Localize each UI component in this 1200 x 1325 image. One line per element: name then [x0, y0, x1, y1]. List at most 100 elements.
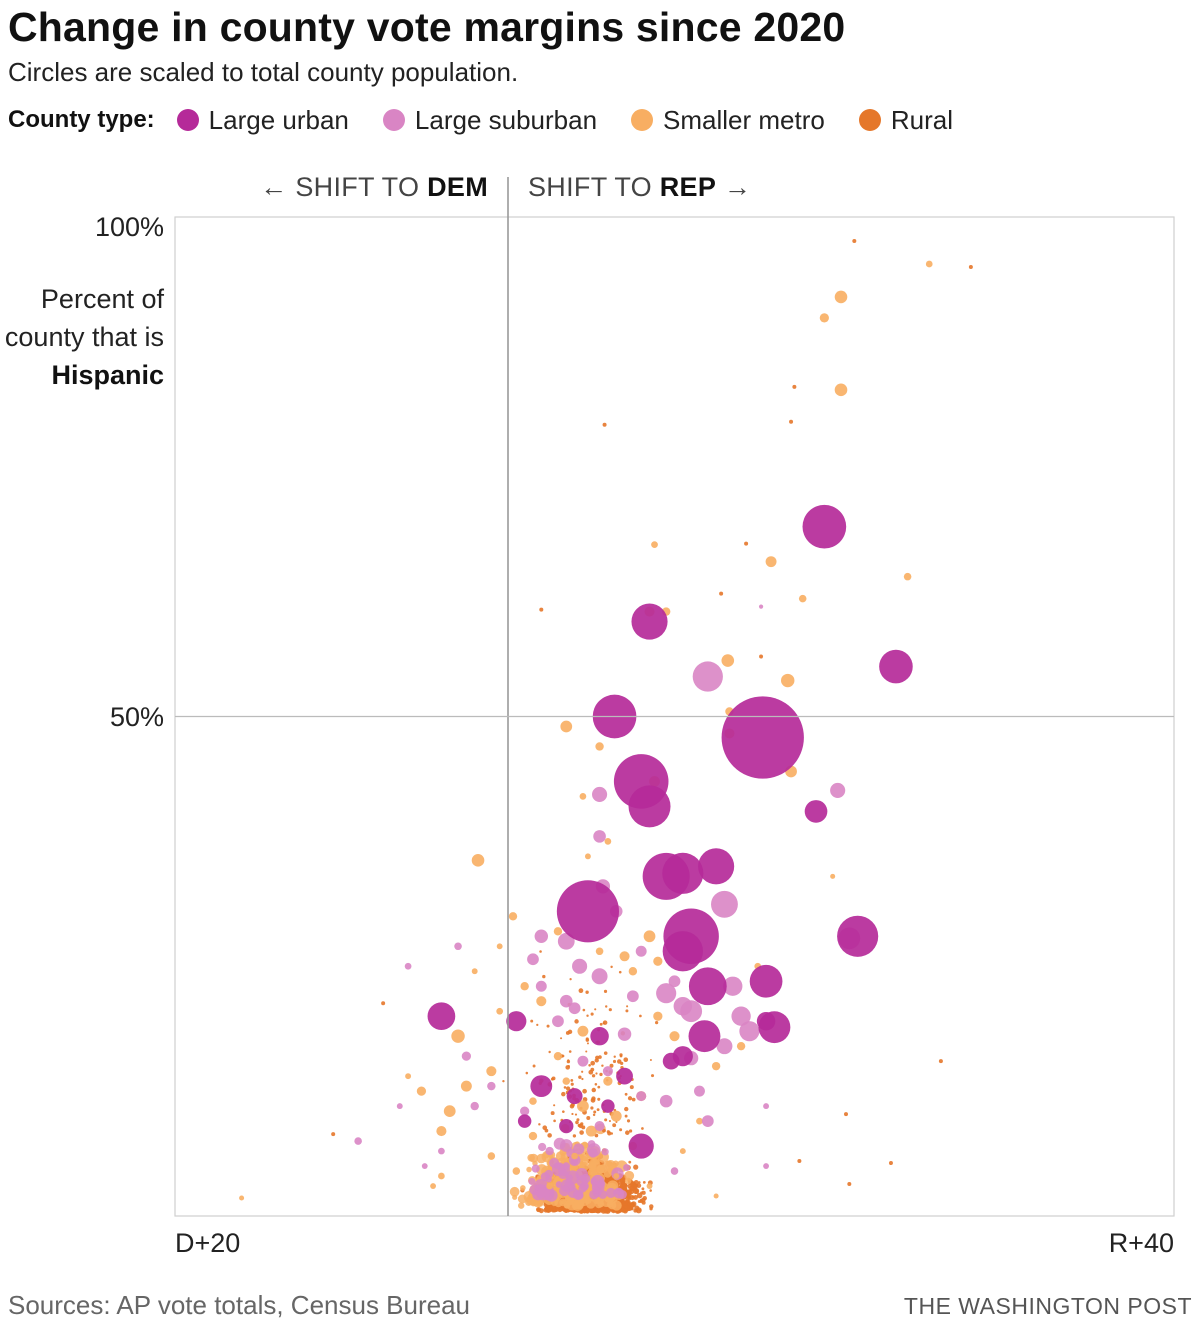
shift-rep-arrow: → — [716, 172, 752, 202]
county-point-small — [637, 1200, 641, 1203]
county-point — [529, 1097, 537, 1105]
county-point-small — [620, 1178, 626, 1185]
county-point-small — [574, 1113, 578, 1116]
county-point — [763, 1103, 770, 1110]
county-point-small — [574, 1019, 579, 1024]
county-point — [451, 1029, 465, 1043]
y-tick-label-50: 50% — [109, 702, 164, 732]
shift-to-dem-annotation: ← SHIFT TO DEM — [260, 172, 488, 203]
county-point — [595, 947, 604, 956]
county-point-small — [502, 1079, 505, 1083]
county-point-small — [588, 1148, 598, 1158]
county-point — [594, 1121, 605, 1132]
county-point-small — [655, 1020, 659, 1025]
county-point-small — [565, 1086, 571, 1091]
county-point — [496, 1007, 504, 1015]
shift-to-rep-annotation: SHIFT TO REP → — [528, 172, 751, 203]
county-point — [723, 976, 743, 996]
county-point — [636, 1091, 647, 1102]
county-point — [559, 1118, 574, 1134]
county-point-small — [587, 1161, 597, 1171]
county-point-small — [649, 1058, 652, 1061]
county-point — [396, 1103, 403, 1110]
legend-item-label: Smaller metro — [663, 104, 825, 135]
county-point — [527, 953, 539, 966]
county-point-small — [628, 1202, 635, 1209]
county-point-small — [610, 1132, 614, 1135]
county-point — [404, 962, 412, 970]
county-point — [460, 1080, 472, 1092]
county-point — [560, 720, 573, 733]
county-point — [619, 951, 630, 962]
county-point-small — [571, 1112, 574, 1116]
county-point — [421, 1163, 428, 1169]
county-point-small — [597, 1085, 601, 1089]
county-point-small — [626, 1005, 629, 1008]
county-point-small — [604, 1005, 608, 1008]
county-point-small — [585, 1050, 588, 1053]
county-point-small — [585, 990, 589, 994]
county-point-small — [569, 978, 572, 981]
county-point — [604, 838, 612, 845]
county-point-small — [538, 1123, 541, 1126]
county-point — [765, 556, 777, 568]
county-point — [631, 603, 668, 640]
county-point — [749, 964, 783, 998]
county-point-small — [575, 1120, 579, 1125]
county-point — [592, 786, 608, 802]
county-point — [470, 1101, 479, 1111]
county-point-small — [582, 1088, 587, 1094]
county-point-small — [590, 1012, 594, 1016]
county-point — [617, 1027, 632, 1041]
county-point-small — [638, 1208, 642, 1212]
county-point-small — [581, 1070, 584, 1073]
small-county-cloud — [502, 950, 659, 1214]
legend-swatch-large-urban — [176, 109, 199, 131]
county-point-small — [649, 1207, 653, 1211]
county-point-small — [608, 1008, 612, 1012]
county-point — [696, 1117, 703, 1125]
county-point-small — [633, 1208, 638, 1213]
county-point — [694, 1085, 705, 1097]
county-point-small — [597, 1097, 601, 1101]
county-point — [656, 983, 677, 1004]
legend-item-large-urban: Large urban — [176, 105, 349, 136]
county-point-small — [625, 1130, 630, 1135]
county-point-small — [594, 1083, 598, 1086]
county-point — [496, 943, 503, 950]
data-points — [239, 238, 973, 1214]
county-point-small — [628, 1160, 632, 1164]
county-point-small — [525, 1071, 529, 1075]
county-point-small — [626, 1119, 631, 1123]
county-point — [781, 673, 795, 688]
county-point-small — [570, 1082, 574, 1086]
county-point-small — [627, 1096, 633, 1101]
county-point-small — [622, 1208, 628, 1214]
county-point — [568, 1002, 581, 1015]
county-point-small — [542, 1125, 548, 1131]
county-point — [559, 994, 573, 1008]
county-point — [830, 873, 836, 879]
county-point-small — [622, 1200, 628, 1206]
legend-swatch-large-suburban — [382, 109, 405, 131]
county-point — [670, 1167, 679, 1175]
county-point-small — [509, 1186, 520, 1197]
y-tick-label-100: 100% — [94, 212, 164, 242]
county-point-small — [585, 1037, 589, 1041]
county-point — [331, 1132, 336, 1137]
county-point-small — [624, 1114, 628, 1118]
county-point-small — [586, 1042, 589, 1045]
county-point-small — [623, 1057, 629, 1063]
county-point-small — [550, 1077, 554, 1081]
county-point — [566, 1088, 583, 1105]
county-point-small — [518, 1202, 525, 1209]
county-point-small — [650, 1074, 655, 1078]
legend-item-rural: Rural — [858, 105, 953, 136]
shift-dem-prefix: ← SHIFT TO — [260, 172, 428, 202]
shift-rep-prefix: SHIFT TO — [528, 172, 660, 202]
county-point — [416, 1086, 427, 1096]
county-point-small — [624, 1106, 629, 1112]
county-point-small — [619, 1053, 623, 1057]
county-point — [487, 1081, 496, 1091]
county-point-small — [526, 1166, 532, 1173]
